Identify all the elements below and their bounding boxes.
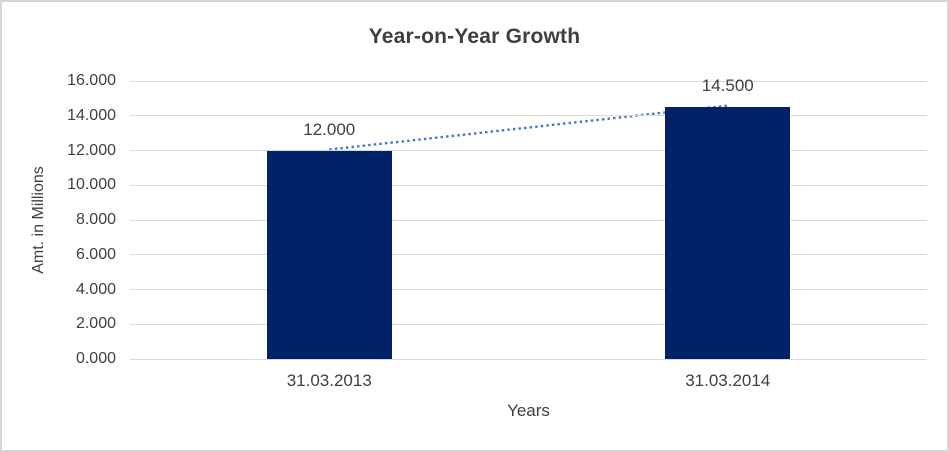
x-axis-title: Years <box>507 401 550 420</box>
gridline <box>130 184 927 186</box>
y-tick-label: 2.000 <box>75 315 116 333</box>
y-tick-label: 12.000 <box>67 141 116 159</box>
gridline <box>130 358 927 360</box>
y-tick-label: 6.000 <box>75 245 116 263</box>
x-tick-label: 31.03.2014 <box>685 371 771 390</box>
y-tick-label: 0.000 <box>75 350 116 367</box>
gridline <box>130 80 927 82</box>
gridline <box>130 289 927 290</box>
gridline <box>130 219 927 221</box>
plot-area: 12.000 14.500 <box>130 76 927 360</box>
y-tick-label: 4.000 <box>75 280 116 298</box>
gridline <box>130 254 927 256</box>
gridline <box>130 115 927 117</box>
bar-value-label: 14.500 <box>701 76 754 96</box>
bar-31.03.2014 <box>665 107 791 359</box>
x-tick-label: 31.03.2013 <box>286 371 372 390</box>
chart-title: Year-on-Year Growth <box>368 25 581 48</box>
y-tick-label: 10.000 <box>67 176 116 194</box>
gridline <box>130 150 927 151</box>
y-tick-label: 16.000 <box>67 72 116 89</box>
y-tick-label: 8.000 <box>75 211 116 228</box>
y-tick-label: 14.000 <box>67 106 116 124</box>
bar-value-label: 12.000 <box>303 119 356 139</box>
gridline <box>130 323 927 325</box>
bar-31.03.2013 <box>266 150 392 359</box>
